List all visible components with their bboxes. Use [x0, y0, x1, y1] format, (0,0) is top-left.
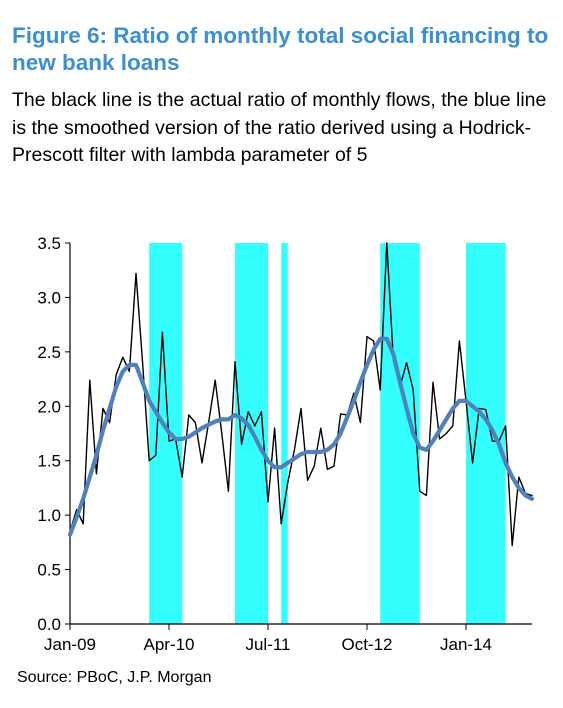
y-tick-label: 3.0	[37, 288, 61, 307]
y-tick-label: 3.5	[37, 234, 61, 253]
shaded-period-5	[466, 243, 506, 624]
shaded-period-1	[149, 243, 183, 624]
y-tick-label: 1.0	[37, 506, 61, 525]
x-tick-label: Oct-12	[341, 635, 392, 654]
series-line-actual	[69, 242, 533, 547]
x-tick-label: Jan-09	[44, 635, 96, 654]
y-tick-label: 0.5	[37, 561, 61, 580]
x-tick-label: Apr-10	[143, 635, 194, 654]
chart-series	[67, 242, 535, 547]
y-tick-label: 1.5	[37, 452, 61, 471]
x-tick-label: Jul-11	[245, 635, 290, 654]
chart-subtitle: The black line is the actual ratio of mo…	[12, 89, 547, 166]
shaded-period-3	[281, 243, 288, 624]
y-tick-label: 2.0	[37, 397, 61, 416]
y-tick-label: 2.5	[37, 343, 61, 362]
shaded-periods	[149, 243, 506, 624]
tick-labels: 0.0 0.5 1.0 1.5 2.0 2.5 3.0 3.5 Jan-09 Apr-10 Jul-…	[37, 234, 492, 654]
source-note: Source: PBoC, J.P. Morgan	[17, 669, 212, 686]
chart-axes	[65, 242, 532, 630]
series-line-smoothed	[67, 336, 535, 537]
y-tick-label: 0.0	[37, 615, 61, 634]
x-tick-label: Jan-14	[440, 635, 492, 654]
chart-title: Figure 6: Ratio of monthly total social …	[12, 23, 549, 75]
